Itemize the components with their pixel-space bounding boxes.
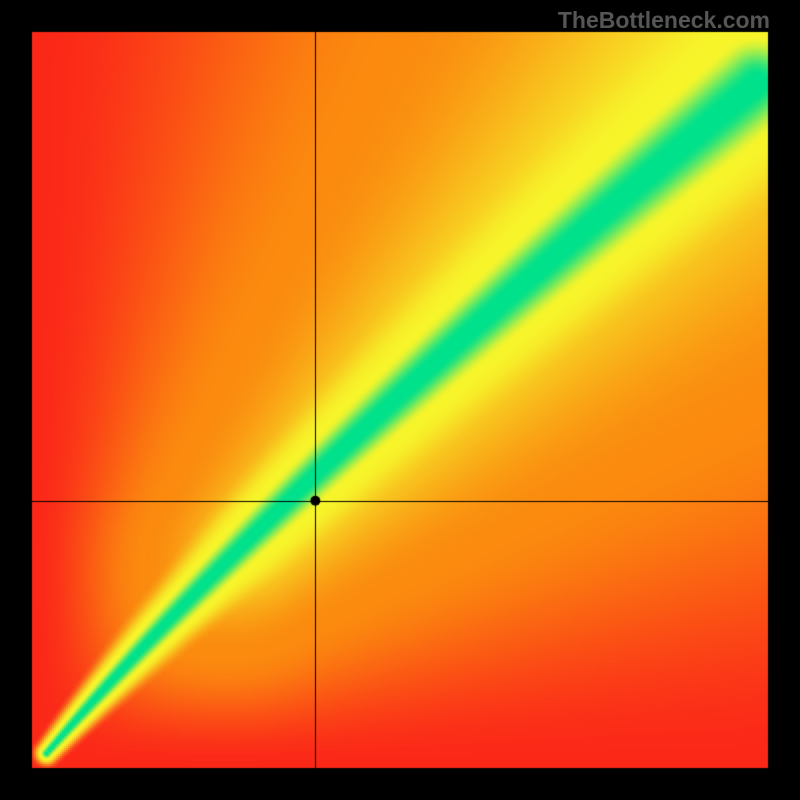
bottleneck-heatmap — [0, 0, 800, 800]
chart-container: TheBottleneck.com — [0, 0, 800, 800]
